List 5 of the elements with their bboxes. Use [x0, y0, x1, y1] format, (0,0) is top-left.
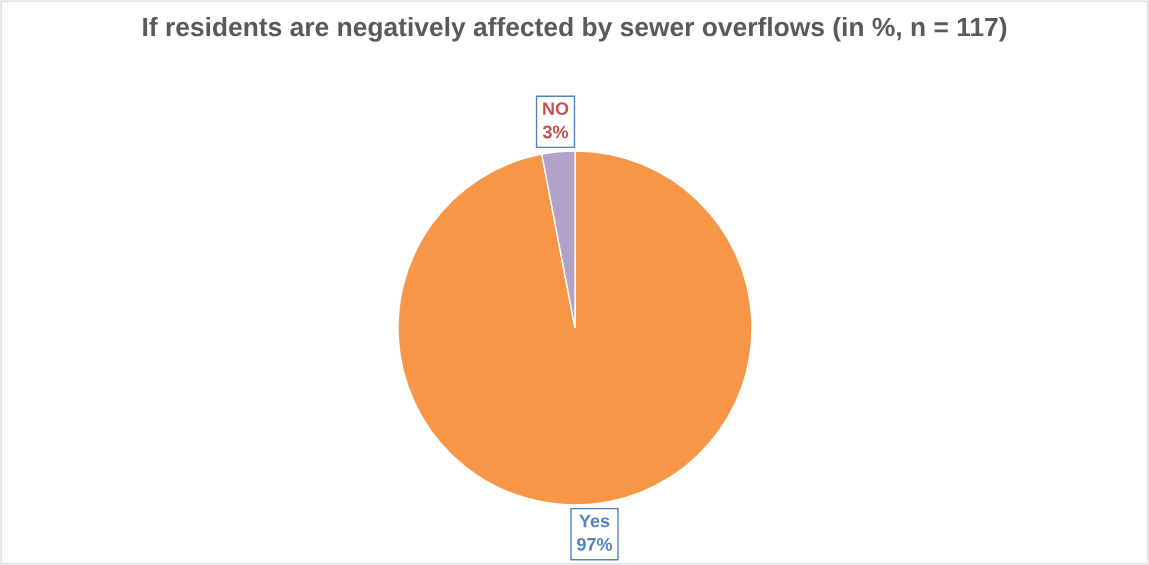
data-label: 97% [577, 537, 613, 551]
slice-label: Yes [579, 514, 610, 528]
chart-title: If residents are negatively affected by sewer overflows (in %, n = 117) [143, 16, 1007, 42]
data-label: 3% [542, 125, 569, 139]
slice-label: NO [543, 102, 569, 115]
